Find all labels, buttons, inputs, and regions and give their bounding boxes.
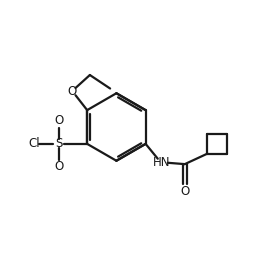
Text: O: O (180, 185, 189, 198)
Text: O: O (54, 160, 63, 173)
Text: HN: HN (153, 156, 171, 169)
Text: O: O (68, 85, 77, 98)
Text: Cl: Cl (28, 137, 39, 150)
Text: O: O (54, 114, 63, 128)
Text: S: S (55, 137, 62, 150)
